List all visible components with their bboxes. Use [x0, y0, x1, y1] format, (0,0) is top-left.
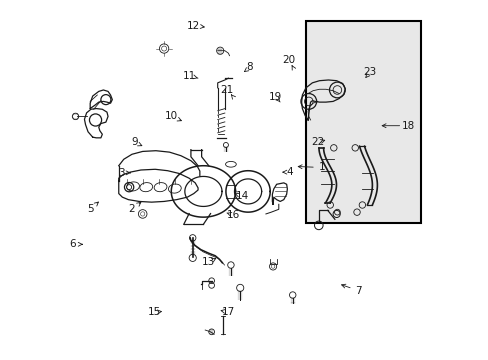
Text: 13: 13: [202, 257, 215, 267]
Text: 17: 17: [222, 307, 235, 317]
Text: 15: 15: [147, 307, 161, 317]
Text: 1: 1: [318, 162, 325, 172]
Text: 18: 18: [401, 121, 415, 131]
Text: 11: 11: [182, 71, 195, 81]
Text: 12: 12: [187, 21, 200, 31]
Text: 5: 5: [87, 204, 93, 214]
Text: 4: 4: [286, 167, 293, 177]
Text: 2: 2: [128, 204, 135, 214]
Text: 16: 16: [226, 210, 239, 220]
Text: 21: 21: [220, 85, 233, 95]
Text: 19: 19: [269, 92, 282, 102]
Text: 8: 8: [246, 63, 253, 72]
Text: 22: 22: [310, 138, 324, 148]
Text: 23: 23: [363, 67, 376, 77]
Text: 3: 3: [118, 168, 124, 178]
FancyBboxPatch shape: [305, 21, 421, 223]
Text: 9: 9: [131, 138, 138, 148]
Text: 14: 14: [235, 191, 248, 201]
Text: 6: 6: [70, 239, 76, 249]
Text: 10: 10: [164, 111, 178, 121]
Text: 20: 20: [282, 55, 295, 65]
Text: 7: 7: [355, 286, 362, 296]
